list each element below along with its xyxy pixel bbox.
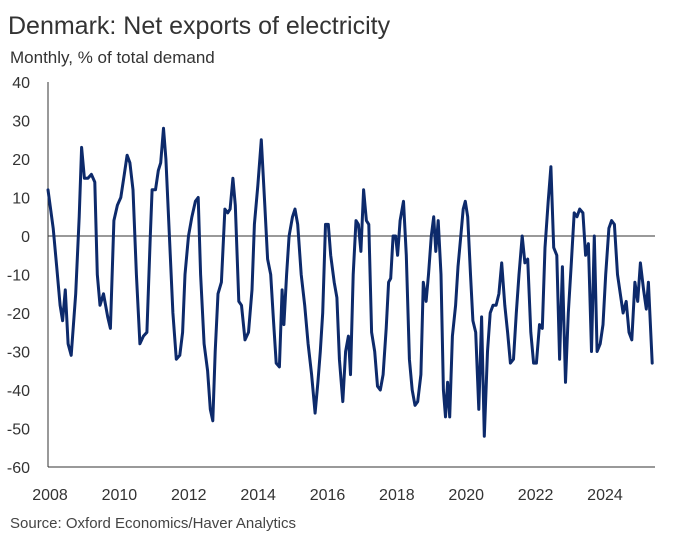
chart-title: Denmark: Net exports of electricity: [8, 12, 391, 40]
x-tick-label: 2008: [32, 487, 68, 504]
chart-subtitle: Monthly, % of total demand: [10, 48, 215, 67]
y-tick-label: 10: [12, 191, 30, 208]
y-tick-label: -50: [7, 422, 30, 439]
series-group: [46, 126, 654, 438]
x-tick-label: 2012: [171, 487, 207, 504]
x-tick-label: 2014: [240, 487, 276, 504]
y-axis: 40 30 20 10 0 -10 -20 -30 -40 -50 -60: [7, 75, 49, 477]
x-tick-label: 2016: [310, 487, 346, 504]
y-tick-label: 20: [12, 152, 30, 169]
y-tick-label: -40: [7, 383, 30, 400]
y-tick-label: -10: [7, 268, 30, 285]
x-tick-label: 2020: [448, 487, 484, 504]
x-tick-label: 2022: [518, 487, 554, 504]
y-tick-label: -30: [7, 345, 30, 362]
y-tick-label: -20: [7, 306, 30, 323]
y-tick-label: 0: [21, 229, 30, 246]
x-tick-label: 2024: [587, 487, 623, 504]
y-tick-label: 30: [12, 114, 30, 131]
source-note: Source: Oxford Economics/Haver Analytics: [10, 515, 296, 532]
x-tick-label: 2018: [379, 487, 415, 504]
x-axis: 2008 2010 2012 2014 2016 2018 2020 2022 2024: [32, 235, 655, 504]
y-tick-label: 40: [12, 75, 30, 92]
y-tick-label: -60: [7, 460, 30, 477]
x-tick-label: 2010: [102, 487, 138, 504]
series-line-0: [46, 126, 654, 438]
